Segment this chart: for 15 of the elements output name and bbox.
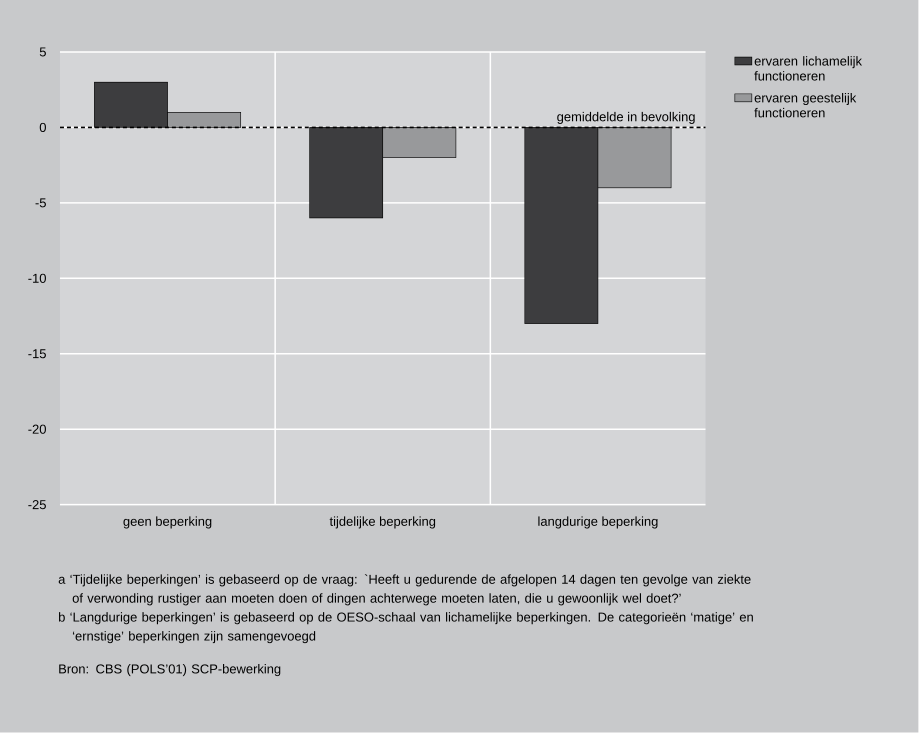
y-tick-label: -25 (28, 500, 46, 510)
y-tick-label: -15 (28, 349, 46, 359)
y-tick-label: -20 (28, 424, 46, 434)
y-tick-label: -10 (28, 274, 46, 284)
x-tick-label: langdurige beperking (538, 516, 658, 529)
y-tick-label: 5 (40, 48, 46, 57)
x-tick-label: geen beperking (123, 516, 212, 529)
y-tick-label: -5 (36, 198, 46, 208)
text: Bron: CBS (POLS’01) SCP-bewerking (59, 664, 280, 676)
legend-label: ervaren lichamelijk functioneren (754, 56, 862, 81)
x-tick-label: tijdelijke beperking (330, 516, 436, 529)
text: b ‘Langdurige beperkingen’ is gebaseerd op de OESO-schaal van lichamelijke beperkingen. De categorieën ‘matige’ en ‘ernstige’ beperkingen zijn samengevoegd (58, 612, 753, 644)
ref-line-label: gemiddelde in bevolking (557, 112, 695, 124)
y-tick-label: 0 (40, 123, 46, 132)
legend-label: ervaren geestelijk functioneren (754, 93, 856, 118)
